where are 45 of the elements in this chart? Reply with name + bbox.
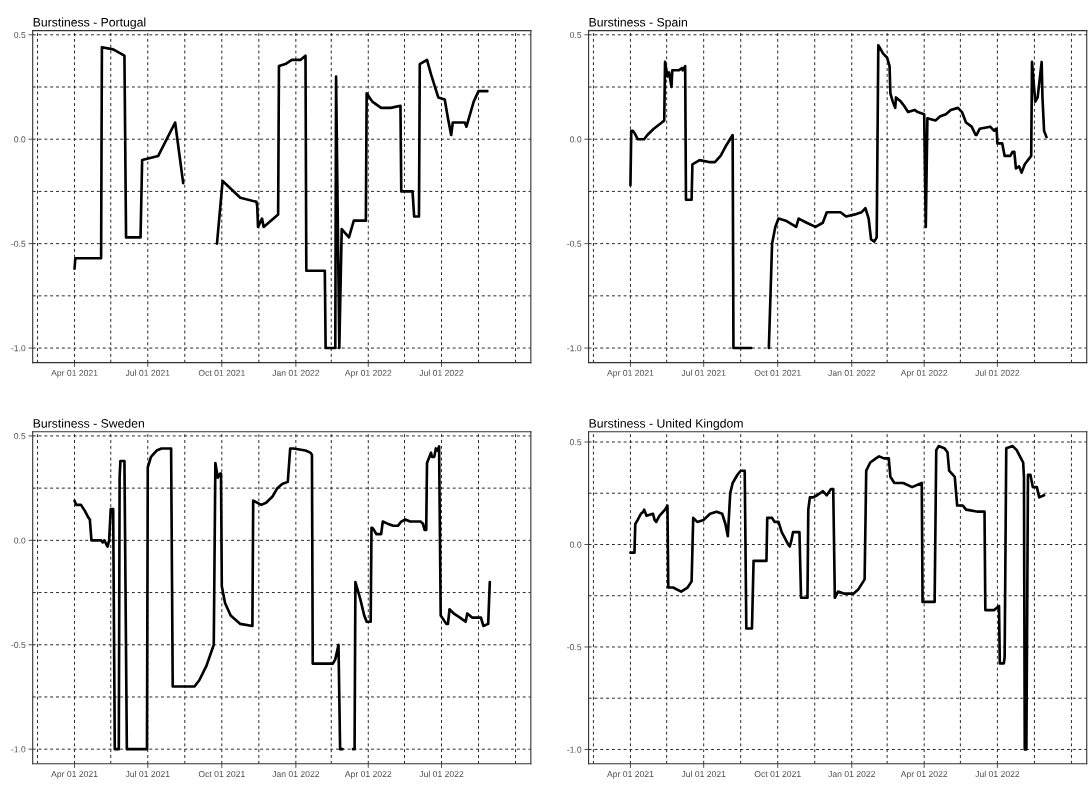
y-tick-label: 0.5 (570, 439, 582, 446)
y-tick-label: -0.5 (11, 240, 26, 247)
y-tick-label: -0.5 (567, 644, 582, 651)
x-tick-label: Jul 01 2022 (419, 369, 464, 376)
x-tick-label: Apr 01 2022 (900, 770, 948, 779)
x-tick-label: Jan 01 2022 (272, 369, 320, 376)
x-tick-label: Jan 01 2022 (828, 369, 876, 376)
y-tick-label: -1.0 (567, 345, 582, 352)
y-tick-label: -1.0 (567, 746, 582, 753)
x-tick-label: Apr 01 2021 (51, 369, 98, 378)
x-tick-label: Jul 01 2022 (419, 770, 464, 778)
x-tick-label: Apr 01 2021 (607, 770, 654, 779)
x-tick-label: Apr 01 2022 (900, 369, 948, 378)
x-tick-label: Jul 01 2021 (681, 770, 726, 778)
x-tick-label: Apr 01 2022 (344, 369, 392, 378)
x-tick-label: Apr 01 2022 (344, 770, 392, 779)
x-tick-label: Oct 01 2021 (754, 770, 801, 778)
chart-title: Burstiness - Spain (589, 17, 687, 29)
y-tick-label: 0.5 (570, 31, 582, 38)
x-tick-label: Apr 01 2021 (607, 369, 654, 378)
y-tick-label: 0.5 (14, 31, 26, 38)
chart-title: Burstiness - Portugal (33, 17, 146, 29)
y-tick-label: 0.0 (14, 136, 26, 143)
chart-title: Burstiness - Sweden (33, 418, 144, 428)
x-tick-label: Jan 01 2022 (272, 770, 320, 778)
chart-title: Burstiness - United Kingdom (589, 418, 743, 431)
y-tick-label: -1.0 (11, 345, 26, 352)
y-tick-label: 0.0 (570, 541, 582, 548)
x-tick-label: Jan 01 2022 (828, 770, 876, 778)
y-tick-label: 0.5 (14, 433, 26, 440)
x-tick-label: Jul 01 2022 (975, 369, 1020, 376)
y-tick-label: 0.0 (570, 136, 582, 143)
y-tick-label: 0.0 (14, 537, 26, 544)
x-tick-label: Jul 01 2021 (681, 369, 726, 376)
x-tick-label: Jul 01 2021 (125, 770, 170, 778)
line-series (629, 444, 1046, 751)
x-tick-label: Jul 01 2021 (125, 369, 170, 376)
y-tick-label: -0.5 (11, 641, 26, 648)
x-tick-label: Oct 01 2021 (198, 770, 245, 778)
y-tick-label: -0.5 (567, 240, 582, 247)
y-tick-label: -1.0 (11, 746, 26, 753)
x-tick-label: Oct 01 2021 (198, 369, 245, 376)
x-tick-label: Jul 01 2022 (975, 770, 1020, 778)
x-tick-label: Oct 01 2021 (754, 369, 801, 376)
x-tick-label: Apr 01 2021 (51, 770, 98, 779)
